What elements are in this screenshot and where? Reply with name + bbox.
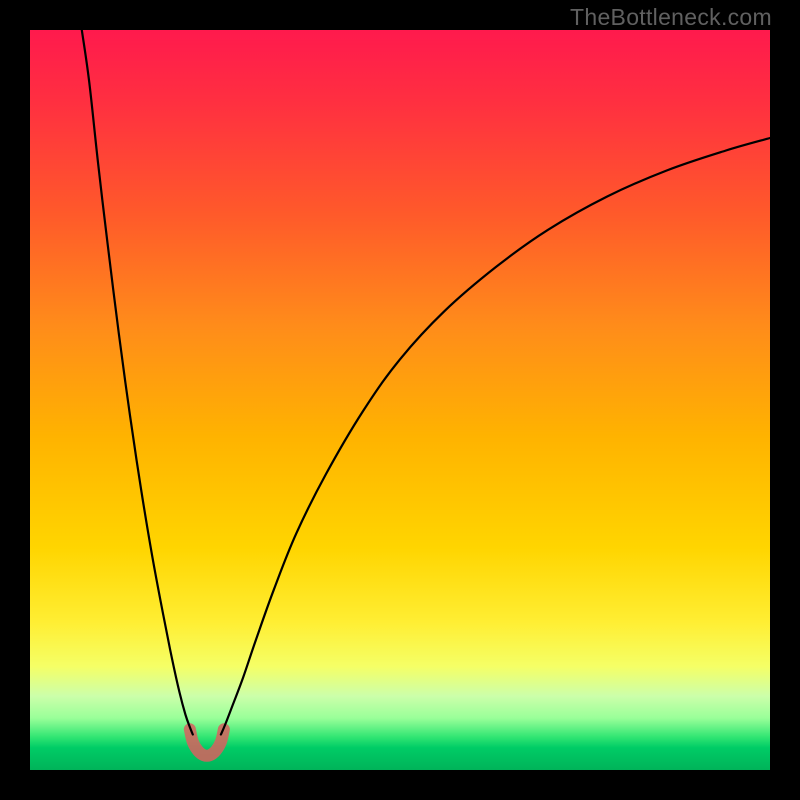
valley-marker bbox=[190, 729, 224, 755]
curve-right-branch bbox=[221, 138, 770, 734]
curve-left-branch bbox=[82, 30, 193, 734]
plot-area bbox=[30, 30, 770, 770]
watermark-text: TheBottleneck.com bbox=[570, 4, 772, 31]
curve-svg bbox=[30, 30, 770, 770]
